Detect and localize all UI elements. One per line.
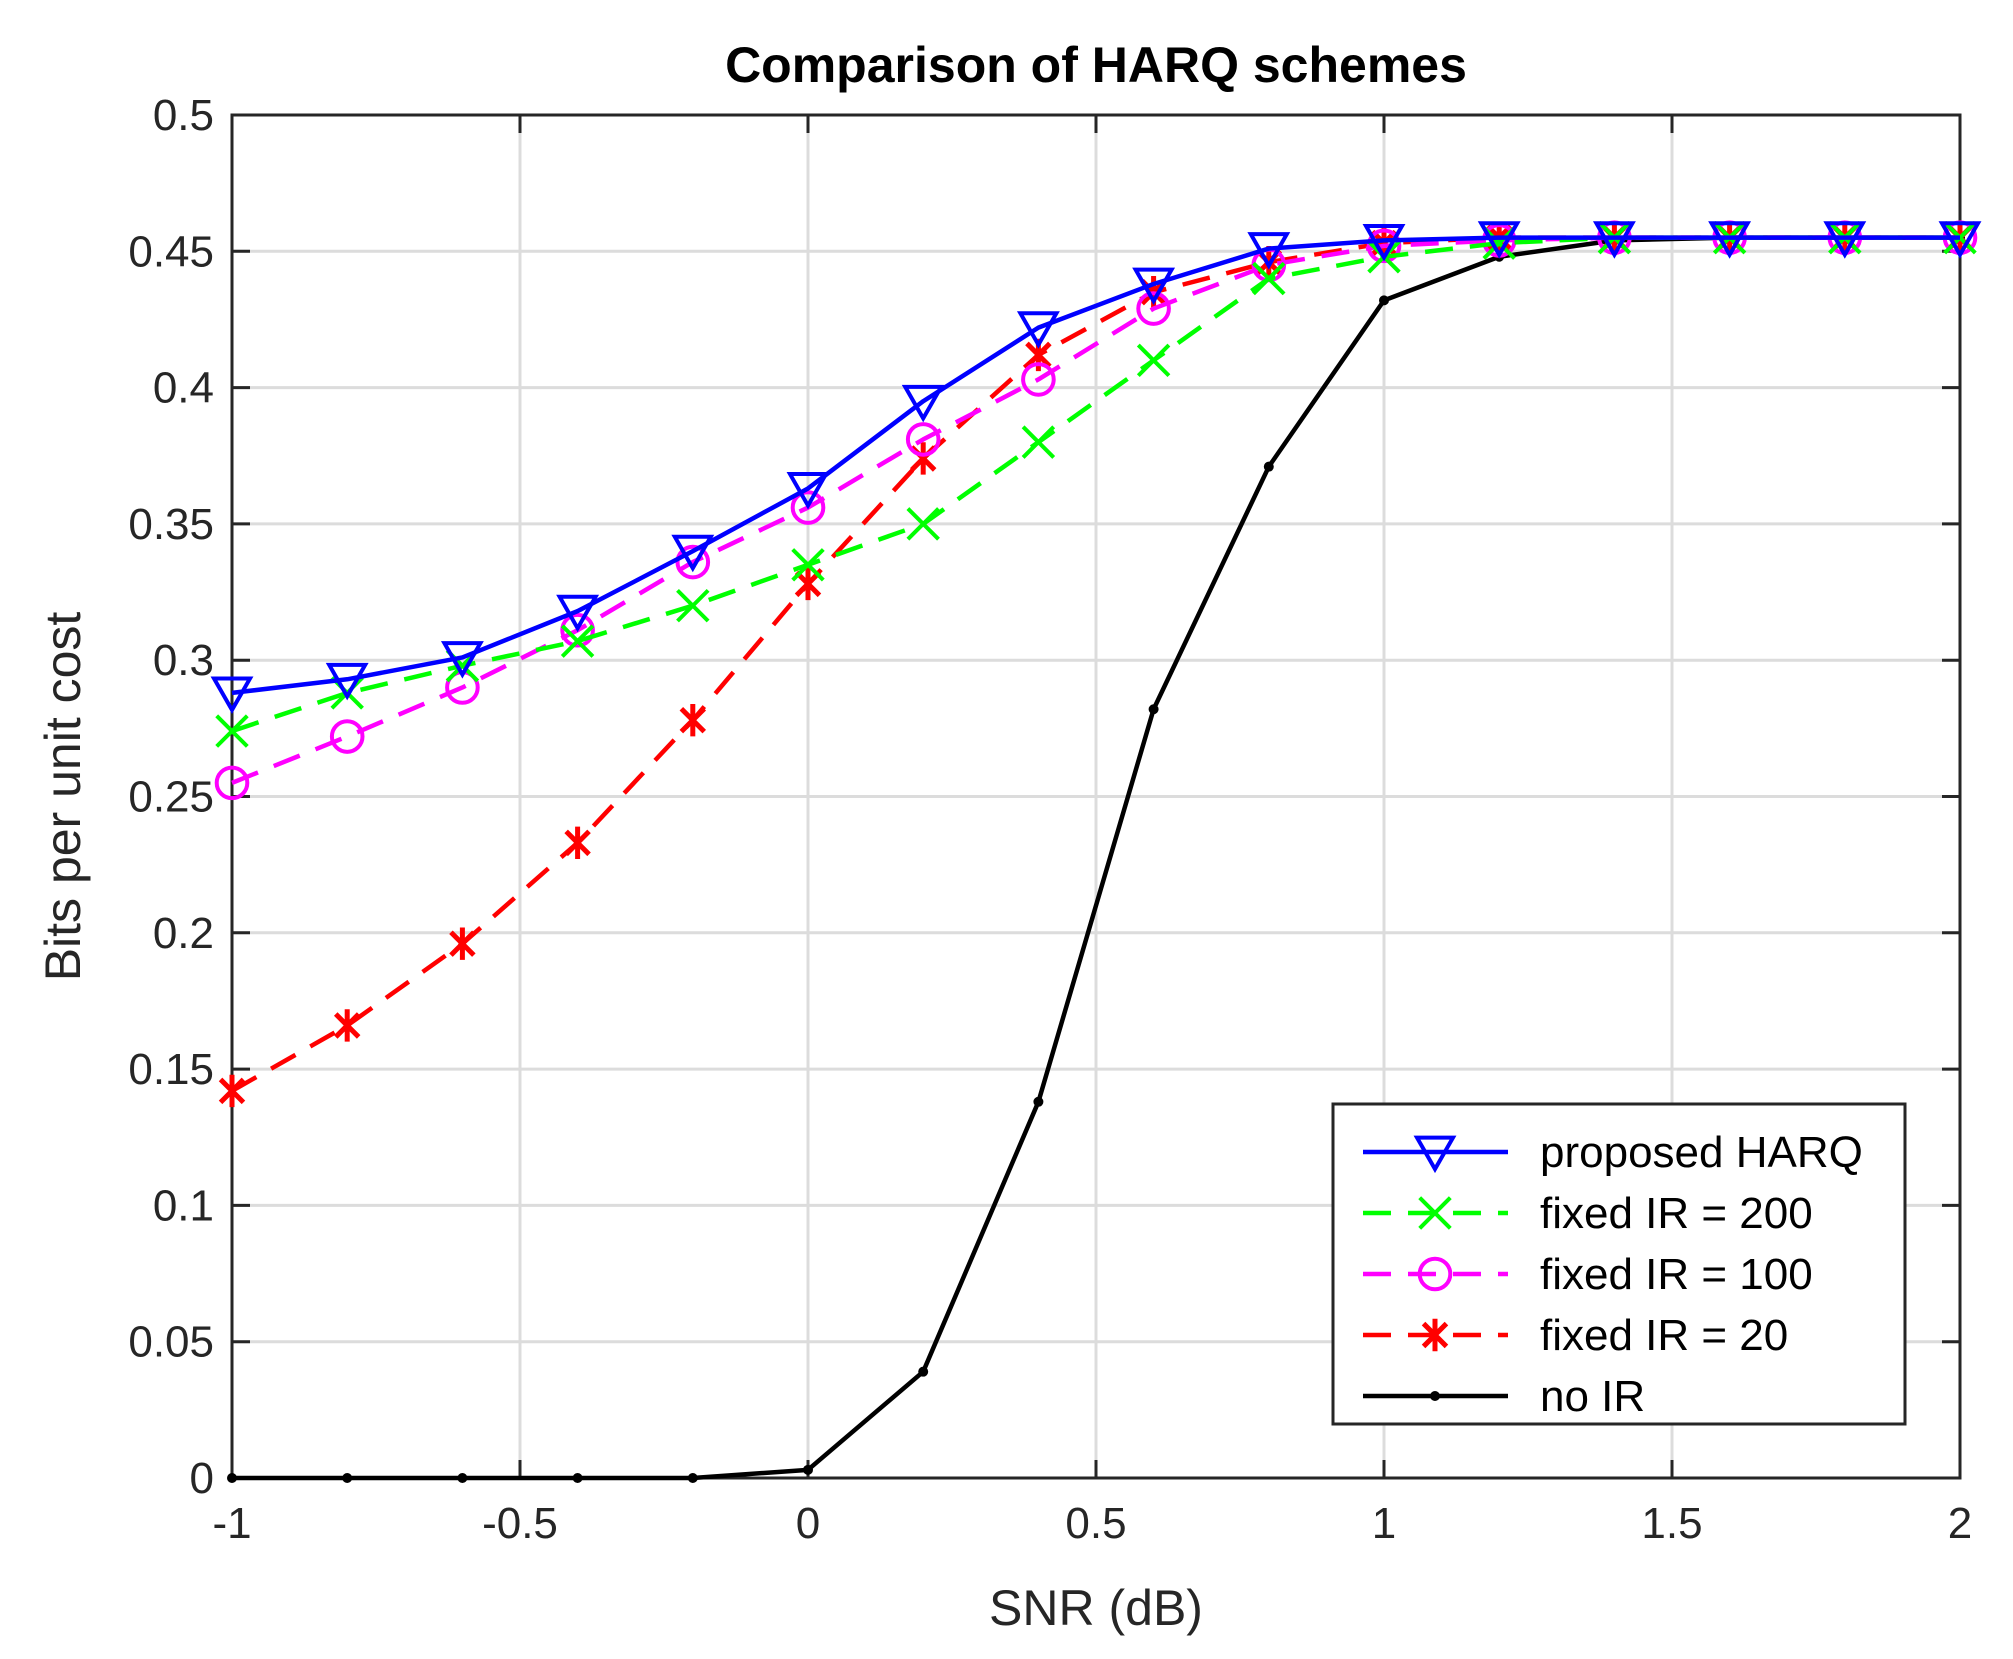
legend-item: fixed IR = 20 xyxy=(1363,1311,1788,1360)
data-point-triangle-marker xyxy=(210,676,254,715)
y-tick-label: 0.2 xyxy=(153,909,214,958)
data-point-dot-marker xyxy=(1148,704,1159,715)
y-tick-label: 0.35 xyxy=(128,500,214,549)
data-point-triangle-marker xyxy=(1823,221,1867,259)
data-point-triangle-marker xyxy=(1708,221,1752,259)
series-line xyxy=(231,235,1960,785)
data-point-dot-marker xyxy=(1379,295,1389,306)
legend-label: fixed IR = 20 xyxy=(1540,1311,1788,1360)
data-point-circle-marker xyxy=(1021,362,1056,397)
data-point-asterisk-marker xyxy=(449,927,476,960)
data-point-asterisk-marker xyxy=(564,826,591,860)
data-point-asterisk-marker xyxy=(218,1074,246,1108)
data-point-circle-marker xyxy=(560,612,595,648)
data-point-circle-marker xyxy=(675,544,711,580)
data-point-dot-marker xyxy=(572,1473,583,1483)
x-tick-label: 0.5 xyxy=(1065,1499,1126,1548)
series-proposed-harq xyxy=(210,221,1982,715)
y-tick-label: 0.5 xyxy=(153,91,214,140)
y-tick-label: 0.1 xyxy=(153,1181,214,1230)
data-point-circle-marker xyxy=(905,422,941,457)
data-point-triangle-marker xyxy=(1592,221,1636,259)
data-point-dot-marker xyxy=(918,1366,929,1377)
data-point-asterisk-marker xyxy=(679,703,707,737)
legend-item: proposed HARQ xyxy=(1363,1128,1863,1177)
legend-item: fixed IR = 200 xyxy=(1363,1189,1813,1238)
data-point-dot-marker xyxy=(803,1464,813,1475)
y-tick-label: 0.15 xyxy=(128,1045,214,1094)
data-point-dot-marker xyxy=(1263,461,1274,472)
data-point-triangle-marker xyxy=(671,534,715,573)
legend-item: fixed IR = 100 xyxy=(1363,1250,1813,1299)
data-point-x-marker xyxy=(1021,425,1056,459)
data-point-dot-marker xyxy=(1430,1391,1440,1401)
data-point-triangle-marker xyxy=(901,384,945,423)
data-point-dot-marker xyxy=(1033,1096,1044,1107)
legend-item: no IR xyxy=(1363,1372,1645,1421)
data-point-circle-marker xyxy=(214,765,250,801)
data-point-triangle-marker xyxy=(1016,311,1060,349)
x-tick-label: 1.5 xyxy=(1641,1499,1702,1548)
data-point-asterisk-marker xyxy=(1421,1318,1449,1352)
data-point-x-marker xyxy=(791,548,825,582)
data-point-circle-marker xyxy=(1417,1256,1453,1292)
data-point-triangle-marker xyxy=(1132,267,1176,306)
data-point-triangle-marker xyxy=(440,641,484,679)
data-point-x-marker xyxy=(1252,261,1286,296)
data-point-asterisk-marker xyxy=(794,567,822,601)
data-point-dot-marker xyxy=(457,1473,468,1483)
legend-label: fixed IR = 200 xyxy=(1540,1189,1813,1238)
y-tick-label: 0 xyxy=(190,1454,214,1503)
x-tick-labels: -1 -0.5 0 0.5 1 1.5 2 xyxy=(212,1499,1972,1548)
legend-label: no IR xyxy=(1540,1372,1645,1421)
series-layer xyxy=(210,220,1982,1483)
data-point-x-marker xyxy=(676,588,710,623)
x-tick-label: -1 xyxy=(212,1499,251,1548)
data-point-circle-marker xyxy=(1136,291,1171,326)
data-point-dot-marker xyxy=(687,1473,698,1483)
y-tick-label: 0.05 xyxy=(128,1318,214,1367)
data-point-x-marker xyxy=(215,714,249,748)
y-tick-label: 0.4 xyxy=(153,364,214,413)
data-point-triangle-marker xyxy=(1938,221,1982,259)
data-point-triangle-marker xyxy=(556,594,600,633)
data-point-circle-marker xyxy=(790,490,826,525)
y-tick-labels: 0 0.05 0.1 0.15 0.2 0.25 0.3 0.35 0.4 0.45 0.5 xyxy=(128,91,214,1503)
data-point-circle-marker xyxy=(329,719,365,754)
y-tick-label: 0.25 xyxy=(128,773,214,822)
data-point-x-marker xyxy=(906,507,940,541)
x-tick-label: 2 xyxy=(1948,1499,1972,1548)
chart-title: Comparison of HARQ schemes xyxy=(725,37,1467,93)
y-tick-label: 0.3 xyxy=(153,636,214,685)
legend: proposed HARQ fixed IR = 200 fixed IR = 10… xyxy=(1331,1102,1907,1426)
legend-label: fixed IR = 100 xyxy=(1540,1250,1813,1299)
data-point-x-marker xyxy=(1418,1196,1452,1230)
data-point-x-marker xyxy=(1136,343,1171,378)
data-point-triangle-marker xyxy=(1362,223,1406,262)
data-point-dot-marker xyxy=(342,1473,353,1483)
y-axis-label: Bits per unit cost xyxy=(35,612,91,982)
x-axis-label: SNR (dB) xyxy=(989,1580,1203,1636)
x-tick-label: -0.5 xyxy=(482,1499,558,1548)
data-point-triangle-marker xyxy=(1247,232,1291,270)
y-tick-label: 0.45 xyxy=(128,227,214,276)
data-point-asterisk-marker xyxy=(333,1009,361,1042)
data-point-dot-marker xyxy=(227,1473,237,1483)
data-point-triangle-marker xyxy=(1413,1135,1457,1174)
x-tick-label: 1 xyxy=(1372,1499,1396,1548)
data-point-triangle-marker xyxy=(786,472,830,510)
series-line xyxy=(231,235,1960,696)
data-point-triangle-marker xyxy=(1477,221,1521,259)
data-point-triangle-marker xyxy=(325,662,369,701)
legend-label: proposed HARQ xyxy=(1540,1128,1863,1177)
data-point-x-marker xyxy=(560,624,595,658)
x-tick-label: 0 xyxy=(796,1499,820,1548)
